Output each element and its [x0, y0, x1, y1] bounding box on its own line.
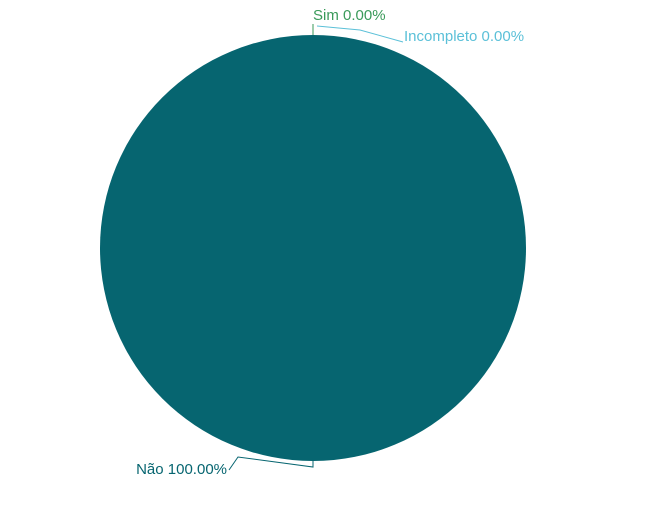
slice-label-incompleto: Incompleto 0.00%: [404, 28, 524, 45]
pie-slices: [100, 35, 526, 461]
slice-label-sim: Sim 0.00%: [313, 7, 386, 24]
leader-line-nao: [228, 456, 314, 471]
leader-lines: [228, 24, 404, 471]
pie-slice-nao: [100, 35, 526, 461]
leader-line-incompleto: [316, 25, 404, 43]
slice-label-nao: Não 100.00%: [136, 461, 227, 478]
slice-labels: Sim 0.00% Incompleto 0.00% Não 100.00%: [136, 7, 524, 478]
